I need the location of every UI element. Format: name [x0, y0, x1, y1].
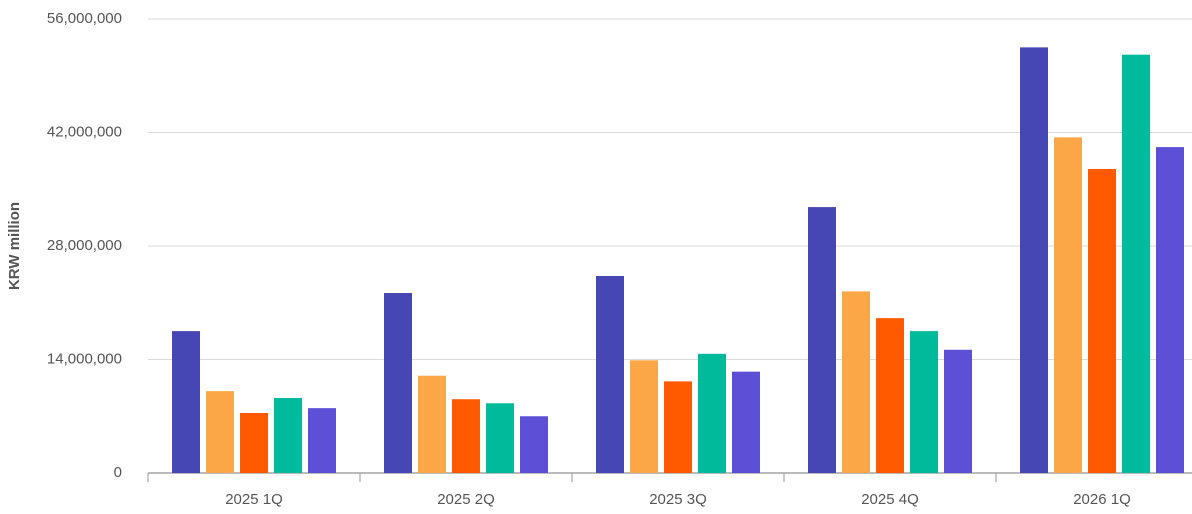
bar: [520, 416, 548, 473]
bar: [1156, 147, 1184, 474]
bar: [274, 398, 302, 473]
bar: [1054, 137, 1082, 473]
bar: [418, 375, 446, 473]
x-tick-label: 2025 3Q: [649, 491, 707, 508]
x-tick-label: 2025 1Q: [225, 491, 283, 508]
y-tick-label: 56,000,000: [47, 10, 122, 27]
x-tick-label: 2025 2Q: [437, 491, 495, 508]
x-tick-label: 2026 1Q: [1073, 491, 1131, 508]
bar: [172, 331, 200, 473]
y-tick-label: 42,000,000: [47, 123, 122, 140]
bar: [384, 293, 412, 473]
bar: [1020, 47, 1048, 473]
y-axis-label: KRW million: [6, 202, 23, 290]
bar: [1122, 54, 1150, 474]
y-tick-label: 28,000,000: [47, 237, 122, 254]
bar: [452, 399, 480, 473]
bar: [1088, 168, 1116, 473]
bar: [842, 291, 870, 473]
bar: [910, 331, 938, 473]
bar: [808, 207, 836, 474]
bar: [486, 403, 514, 473]
bar: [206, 391, 234, 473]
bar: [596, 275, 624, 473]
bar: [240, 413, 268, 473]
y-tick-label: 14,000,000: [47, 350, 122, 367]
bar: [664, 381, 692, 473]
bar: [944, 349, 972, 473]
bar: [732, 371, 760, 473]
bar: [876, 318, 904, 473]
x-tick-label: 2025 4Q: [861, 491, 919, 508]
bar: [698, 353, 726, 473]
bar: [308, 408, 336, 473]
bar: [630, 360, 658, 473]
y-tick-label: 0: [114, 464, 122, 481]
